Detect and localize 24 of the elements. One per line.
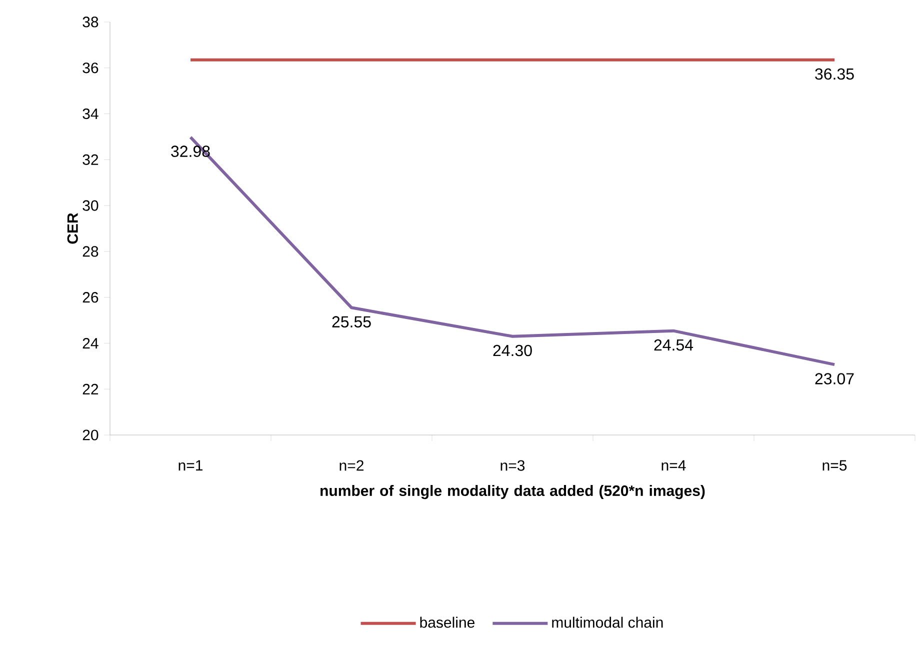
y-tick-label: 30 [82, 200, 98, 211]
y-tick-label: 38 [82, 16, 98, 28]
y-tick-label: 36 [82, 62, 98, 74]
y-tick-label: 24 [82, 338, 98, 348]
legend-label: baseline [420, 616, 474, 628]
x-tick-label: n=3 [500, 460, 525, 471]
x-tick-label: n=2 [340, 460, 364, 471]
y-tick-label: 20 [82, 430, 98, 440]
data-label: 25.55 [332, 316, 371, 328]
y-tick-label: 34 [82, 108, 98, 120]
y-tick-label: 32 [82, 154, 98, 165]
x-axis-title: number of single modality data added (520*n images) [320, 485, 705, 500]
data-label: 24.54 [654, 339, 694, 351]
data-label: 36.35 [815, 68, 854, 80]
data-label: 24.30 [493, 344, 532, 356]
legend-label: multimodal chain [552, 616, 663, 628]
x-tick-label: n=1 [178, 460, 202, 471]
y-tick-label: 28 [82, 246, 98, 257]
x-tick-label: n=4 [662, 460, 686, 471]
data-label: 23.07 [815, 373, 854, 384]
x-tick-label: n=5 [822, 460, 847, 471]
y-tick-label: 26 [82, 292, 98, 303]
y-axis-title: CER [67, 212, 78, 244]
y-tick-label: 22 [82, 384, 98, 394]
